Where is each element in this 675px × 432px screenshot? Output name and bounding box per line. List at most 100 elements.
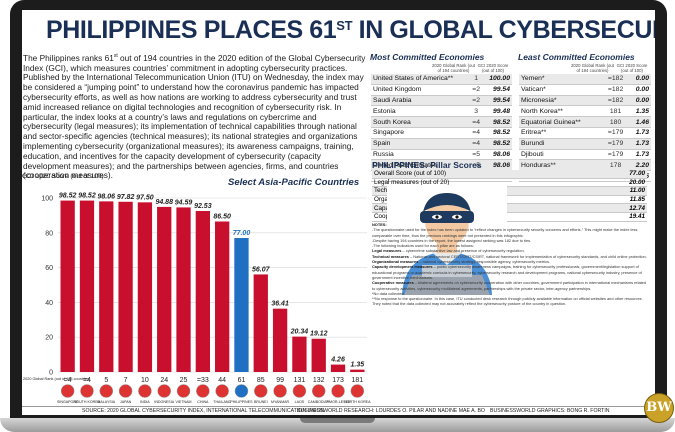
note-text: -The following indicators used for each … <box>372 243 474 249</box>
most-row: Spain =4 98.52 <box>371 138 512 150</box>
flag-icon <box>234 384 249 398</box>
most-row: Estonia 3 99.48 <box>371 105 512 118</box>
least-col-rank-header: 2020 Global Rank (out of 194 countries) <box>571 63 614 73</box>
most-country-cell: Saudi Arabia <box>371 95 470 107</box>
flag-icon <box>176 384 191 398</box>
notes-block: NOTES: -The questionnaire used for the in… <box>372 222 647 307</box>
bar <box>253 274 268 372</box>
note-text: – National and sectoral CERT/CIRT/CSIRT,… <box>408 253 647 259</box>
note-text: – cybercrime substantive law and presenc… <box>401 248 525 254</box>
most-country-cell: South Korea <box>371 116 470 128</box>
note-line: -The questionnaire used for the index ha… <box>372 227 647 238</box>
most-score-cell: 98.52 <box>483 127 512 139</box>
rank-label: =4 <box>83 377 91 384</box>
least-score-cell: 1.73 <box>628 127 651 139</box>
note-term: Cooperative measures <box>372 280 414 286</box>
data-label: 56.07 <box>252 266 271 273</box>
note-line: NOTES: <box>372 222 647 227</box>
footer-source: SOURCE: 2020 GLOBAL CYBERSECURITY INDEX,… <box>82 408 325 414</box>
category-label: LAOS <box>295 400 305 404</box>
flag-icon <box>118 384 133 398</box>
category-label: TIMOR-LESTE <box>326 400 351 404</box>
category-label: SINGAPORE <box>57 400 79 404</box>
rank-label: 44 <box>218 377 226 384</box>
bar <box>137 202 153 372</box>
intro-paragraph: The Philippines ranks 61st out of 194 co… <box>23 52 367 181</box>
flag-icon <box>273 384 287 398</box>
least-score-cell: 0.00 <box>628 95 651 107</box>
title-superscript: ST <box>336 18 353 33</box>
bar <box>99 201 114 372</box>
data-label: 20.34 <box>290 329 309 336</box>
note-line: -The following indicators used for each … <box>372 243 647 248</box>
data-label: 98.52 <box>78 193 96 200</box>
rank-label: 181 <box>352 377 364 384</box>
note-line: Capacity development measures – public c… <box>372 264 647 280</box>
most-country-cell: Singapore <box>371 127 470 139</box>
pillar-value: 12.74 <box>609 203 647 213</box>
most-col-score-header: GCI 2020 Score (out of 100) <box>477 63 509 73</box>
least-rank-cell: =179 <box>602 138 629 150</box>
note-term: Capacity development measures <box>372 264 433 270</box>
data-label: 98.06 <box>98 193 116 200</box>
least-rank-cell: =182 <box>602 74 629 85</box>
data-label: 4.26 <box>330 357 345 364</box>
most-rank-cell: 1 <box>469 74 483 85</box>
note-text: **No response to the questionnaire. In t… <box>372 296 643 307</box>
flag-icon <box>80 384 94 398</box>
least-row: Micronesia* =182 0.00 <box>519 95 651 107</box>
footer: SOURCE: 2020 GLOBAL CYBERSECURITY INDEX,… <box>22 406 655 415</box>
footer-research: BUSINESSWORLD RESEARCH: LOURDES O. PILAR… <box>297 408 485 414</box>
flag-icon <box>311 384 326 398</box>
businessworld-logo: BW <box>644 393 674 423</box>
least-country-cell: Equatorial Guinea** <box>519 116 603 128</box>
most-country-cell: Estonia <box>371 105 470 118</box>
most-rank-cell: =2 <box>469 84 483 96</box>
intro-text-b: out of 194 countries in the 2020 edition… <box>23 52 366 181</box>
most-col-rank-header: 2020 Global Rank (out of 194 countries) <box>432 63 475 73</box>
note-text: – bilateral agreements on cybersecurity … <box>372 280 647 291</box>
most-score-cell: 100.00 <box>483 74 512 85</box>
least-col-score-header: GCI 2020 Score (out of 100) <box>616 63 648 73</box>
rank-label: 24 <box>160 377 168 384</box>
category-label: SOUTH KOREA <box>74 400 101 404</box>
flag-icon <box>157 384 171 398</box>
bar <box>234 238 249 372</box>
most-country-cell: United States of America** <box>371 74 470 85</box>
most-row: South Korea =4 98.52 <box>371 116 512 128</box>
rank-label: 132 <box>313 377 325 384</box>
least-row: Djibouti =179 1.73 <box>519 149 651 161</box>
most-rank-cell: =2 <box>469 95 483 107</box>
note-text: -Despite having 194 countries in the rep… <box>372 237 532 243</box>
pillar-heading: PHILIPPINES: Pillar Scores <box>372 160 482 170</box>
most-score-cell: 99.48 <box>483 105 512 118</box>
data-label: 94.88 <box>155 199 173 206</box>
data-label: 19.12 <box>310 331 328 338</box>
category-label: MALAYSIA <box>97 400 115 404</box>
least-score-cell: 0.00 <box>628 74 651 85</box>
least-country-cell: Eritrea** <box>519 127 603 139</box>
bar <box>60 200 75 372</box>
flag-icon <box>254 384 268 398</box>
flag-icon <box>292 384 307 398</box>
bar <box>292 336 307 372</box>
rank-label: 99 <box>276 377 284 384</box>
bar <box>118 201 133 372</box>
bar <box>311 338 326 372</box>
most-country-cell: Russia <box>371 149 470 161</box>
least-row: Equatorial Guinea** 180 1.46 <box>519 116 651 128</box>
most-score-cell: 98.52 <box>483 116 512 128</box>
y-tick-label: 60 <box>45 265 53 272</box>
data-label: 77.00 <box>233 230 251 237</box>
pillar-value: 11.85 <box>609 195 647 205</box>
hacker-mask <box>420 211 474 223</box>
data-label: 98.52 <box>59 193 77 200</box>
y-axis-label: GCI 2020 Score (out of 100) <box>22 173 104 180</box>
least-rank-cell: =179 <box>602 149 629 161</box>
title-rest: IN GLOBAL CYBERSECURITY RANKING <box>358 16 655 44</box>
rank-label: 25 <box>180 377 188 384</box>
most-score-cell: 98.52 <box>483 138 512 150</box>
least-row: North Korea** 181 1.35 <box>519 105 651 118</box>
least-country-cell: North Korea** <box>519 105 603 118</box>
